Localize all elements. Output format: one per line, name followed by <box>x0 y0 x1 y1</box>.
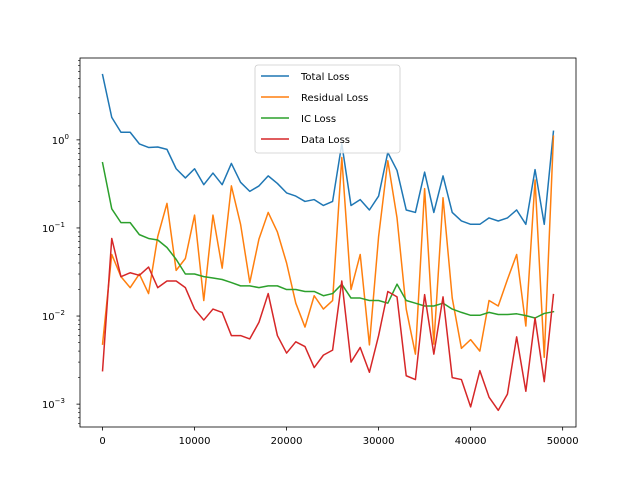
series-line-residual-loss <box>101 135 555 359</box>
series-line-data-loss <box>101 237 555 412</box>
x-tick-label: 40000 <box>455 436 487 447</box>
x-tick-label: 30000 <box>363 436 395 447</box>
legend-box <box>254 64 401 154</box>
legend-label: Total Loss <box>300 72 349 83</box>
x-tick-label: 50000 <box>547 436 579 447</box>
y-tick-label: 100 <box>52 133 69 147</box>
series-line-ic-loss <box>101 161 555 319</box>
plot-area: 0 10000 20000 30000 40000 50000 10−3 10−2 10−1 10… <box>42 57 579 447</box>
y-tick-label: 10−1 <box>42 221 65 235</box>
series-line-total-loss <box>101 73 555 226</box>
legend-label: Data Loss <box>301 135 350 146</box>
x-tick-label: 0 <box>99 436 105 447</box>
legend-label: Residual Loss <box>301 93 368 104</box>
legend-label: IC Loss <box>301 114 336 125</box>
x-tick-label: 10000 <box>179 436 211 447</box>
axes-frame <box>79 57 577 428</box>
legend: Total Loss Residual Loss IC Loss Data Loss <box>254 64 401 154</box>
y-tick-label: 10−2 <box>42 309 65 323</box>
x-tick-label: 20000 <box>271 436 303 447</box>
y-tick-label: 10−3 <box>42 397 65 411</box>
